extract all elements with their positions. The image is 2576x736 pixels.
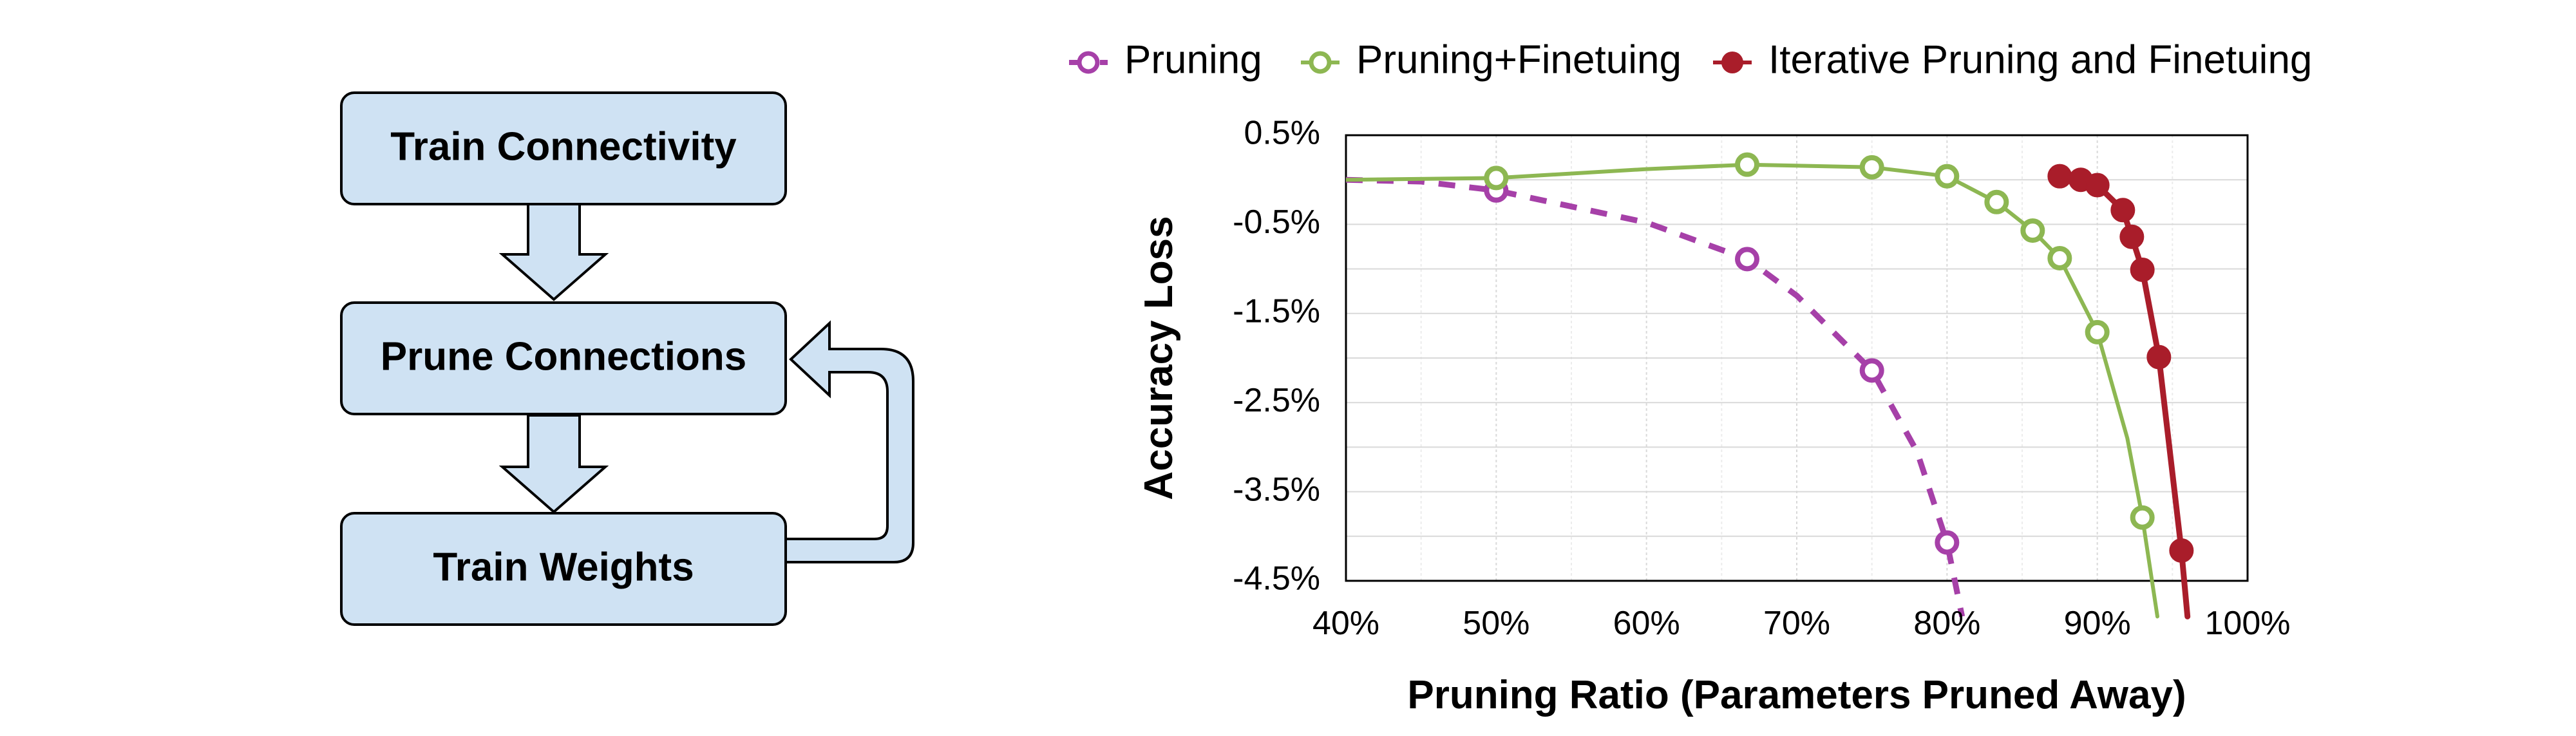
- down-arrow-1: [498, 202, 609, 301]
- pipeline-flowchart: Train Connectivity Prune Connections Tra…: [340, 91, 914, 626]
- data-point: [1859, 155, 1884, 180]
- data-point: [2146, 344, 2172, 370]
- down-arrow-2: [498, 414, 609, 514]
- y-tick-label: -4.5%: [1233, 560, 1320, 598]
- flow-label-prune-connections: Prune Connections: [381, 334, 746, 379]
- plot-frame: [1345, 134, 2249, 582]
- legend-label: Pruning: [1124, 37, 1262, 82]
- y-tick-label: -0.5%: [1233, 203, 1320, 241]
- data-point: [2047, 164, 2072, 189]
- data-point: [2047, 245, 2072, 270]
- legend-label: Iterative Pruning and Finetuing: [1768, 37, 2312, 82]
- y-tick-label: 0.5%: [1244, 115, 1320, 152]
- x-axis-ticks: 40% 50% 60% 70% 80% 90% 100%: [1312, 605, 2291, 642]
- legend-item-pruning: Pruning: [1069, 37, 1262, 82]
- flow-box-train-connectivity: [340, 91, 787, 205]
- flow-step-train-connectivity: Train Connectivity: [340, 91, 787, 205]
- data-point: [1859, 358, 1884, 383]
- y-tick-label: -1.5%: [1233, 293, 1320, 330]
- legend: Pruning Pruning+Finetuing Iterative Prunin…: [1069, 37, 2312, 82]
- legend-marker: [1309, 51, 1332, 74]
- flow-step-prune-connections: Prune Connections: [340, 301, 787, 415]
- data-point: [2085, 319, 2110, 344]
- flow-arrows: [498, 202, 914, 563]
- x-tick-label: 70%: [1763, 605, 1830, 642]
- legend-label: Pruning+Finetuing: [1356, 37, 1681, 82]
- x-tick-label: 90%: [2064, 605, 2131, 642]
- x-tick-label: 40%: [1312, 605, 1379, 642]
- data-point: [2169, 538, 2194, 563]
- data-point: [1935, 530, 1960, 555]
- series-iterative-pruning-and-finetuing: [2047, 164, 2194, 619]
- y-axis-ticks: 0.5% -0.5% -1.5% -2.5% -3.5% -4.5%: [1233, 115, 1320, 598]
- x-tick-label: 100%: [2205, 605, 2291, 642]
- series-pruning-finetuing: [1346, 152, 2159, 619]
- legend-marker: [1721, 52, 1743, 73]
- series-pruning: [1346, 176, 1965, 618]
- data-point: [1484, 165, 1509, 191]
- data-point: [1935, 164, 1960, 189]
- data-point: [1735, 247, 1759, 272]
- flow-step-train-weights: Train Weights: [340, 512, 787, 626]
- flow-box-prune-connections: [340, 301, 787, 415]
- flow-label-train-connectivity: Train Connectivity: [390, 124, 737, 169]
- y-axis-label: Accuracy Loss: [1137, 216, 1181, 500]
- series-layer: [1346, 152, 2194, 619]
- series-line-pruning: [1346, 176, 1965, 618]
- legend-item-pruning-finetuing: Pruning+Finetuing: [1301, 37, 1681, 82]
- data-point: [2119, 224, 2145, 249]
- x-axis-label: Pruning Ratio (Parameters Pruned Away): [1407, 673, 2186, 717]
- data-point: [2130, 257, 2155, 282]
- flow-label-train-weights: Train Weights: [433, 545, 694, 589]
- data-point: [1735, 152, 1759, 177]
- accuracy-loss-chart: Pruning Pruning+Finetuing Iterative Prunin…: [1069, 37, 2312, 717]
- flow-box-train-weights: [340, 512, 787, 626]
- loop-back-arrow: [783, 320, 914, 563]
- data-point: [2130, 505, 2155, 530]
- data-point: [2110, 198, 2136, 223]
- x-tick-label: 50%: [1463, 605, 1530, 642]
- y-tick-label: -2.5%: [1233, 382, 1320, 419]
- legend-marker: [1077, 51, 1100, 74]
- x-tick-label: 80%: [1913, 605, 1980, 642]
- data-point: [2085, 173, 2110, 198]
- data-point: [2020, 218, 2045, 243]
- legend-item-iterative-pruning-and-finetuing: Iterative Pruning and Finetuing: [1713, 37, 2312, 82]
- data-point: [1984, 189, 2009, 214]
- y-tick-label: -3.5%: [1233, 471, 1320, 508]
- x-tick-label: 60%: [1613, 605, 1680, 642]
